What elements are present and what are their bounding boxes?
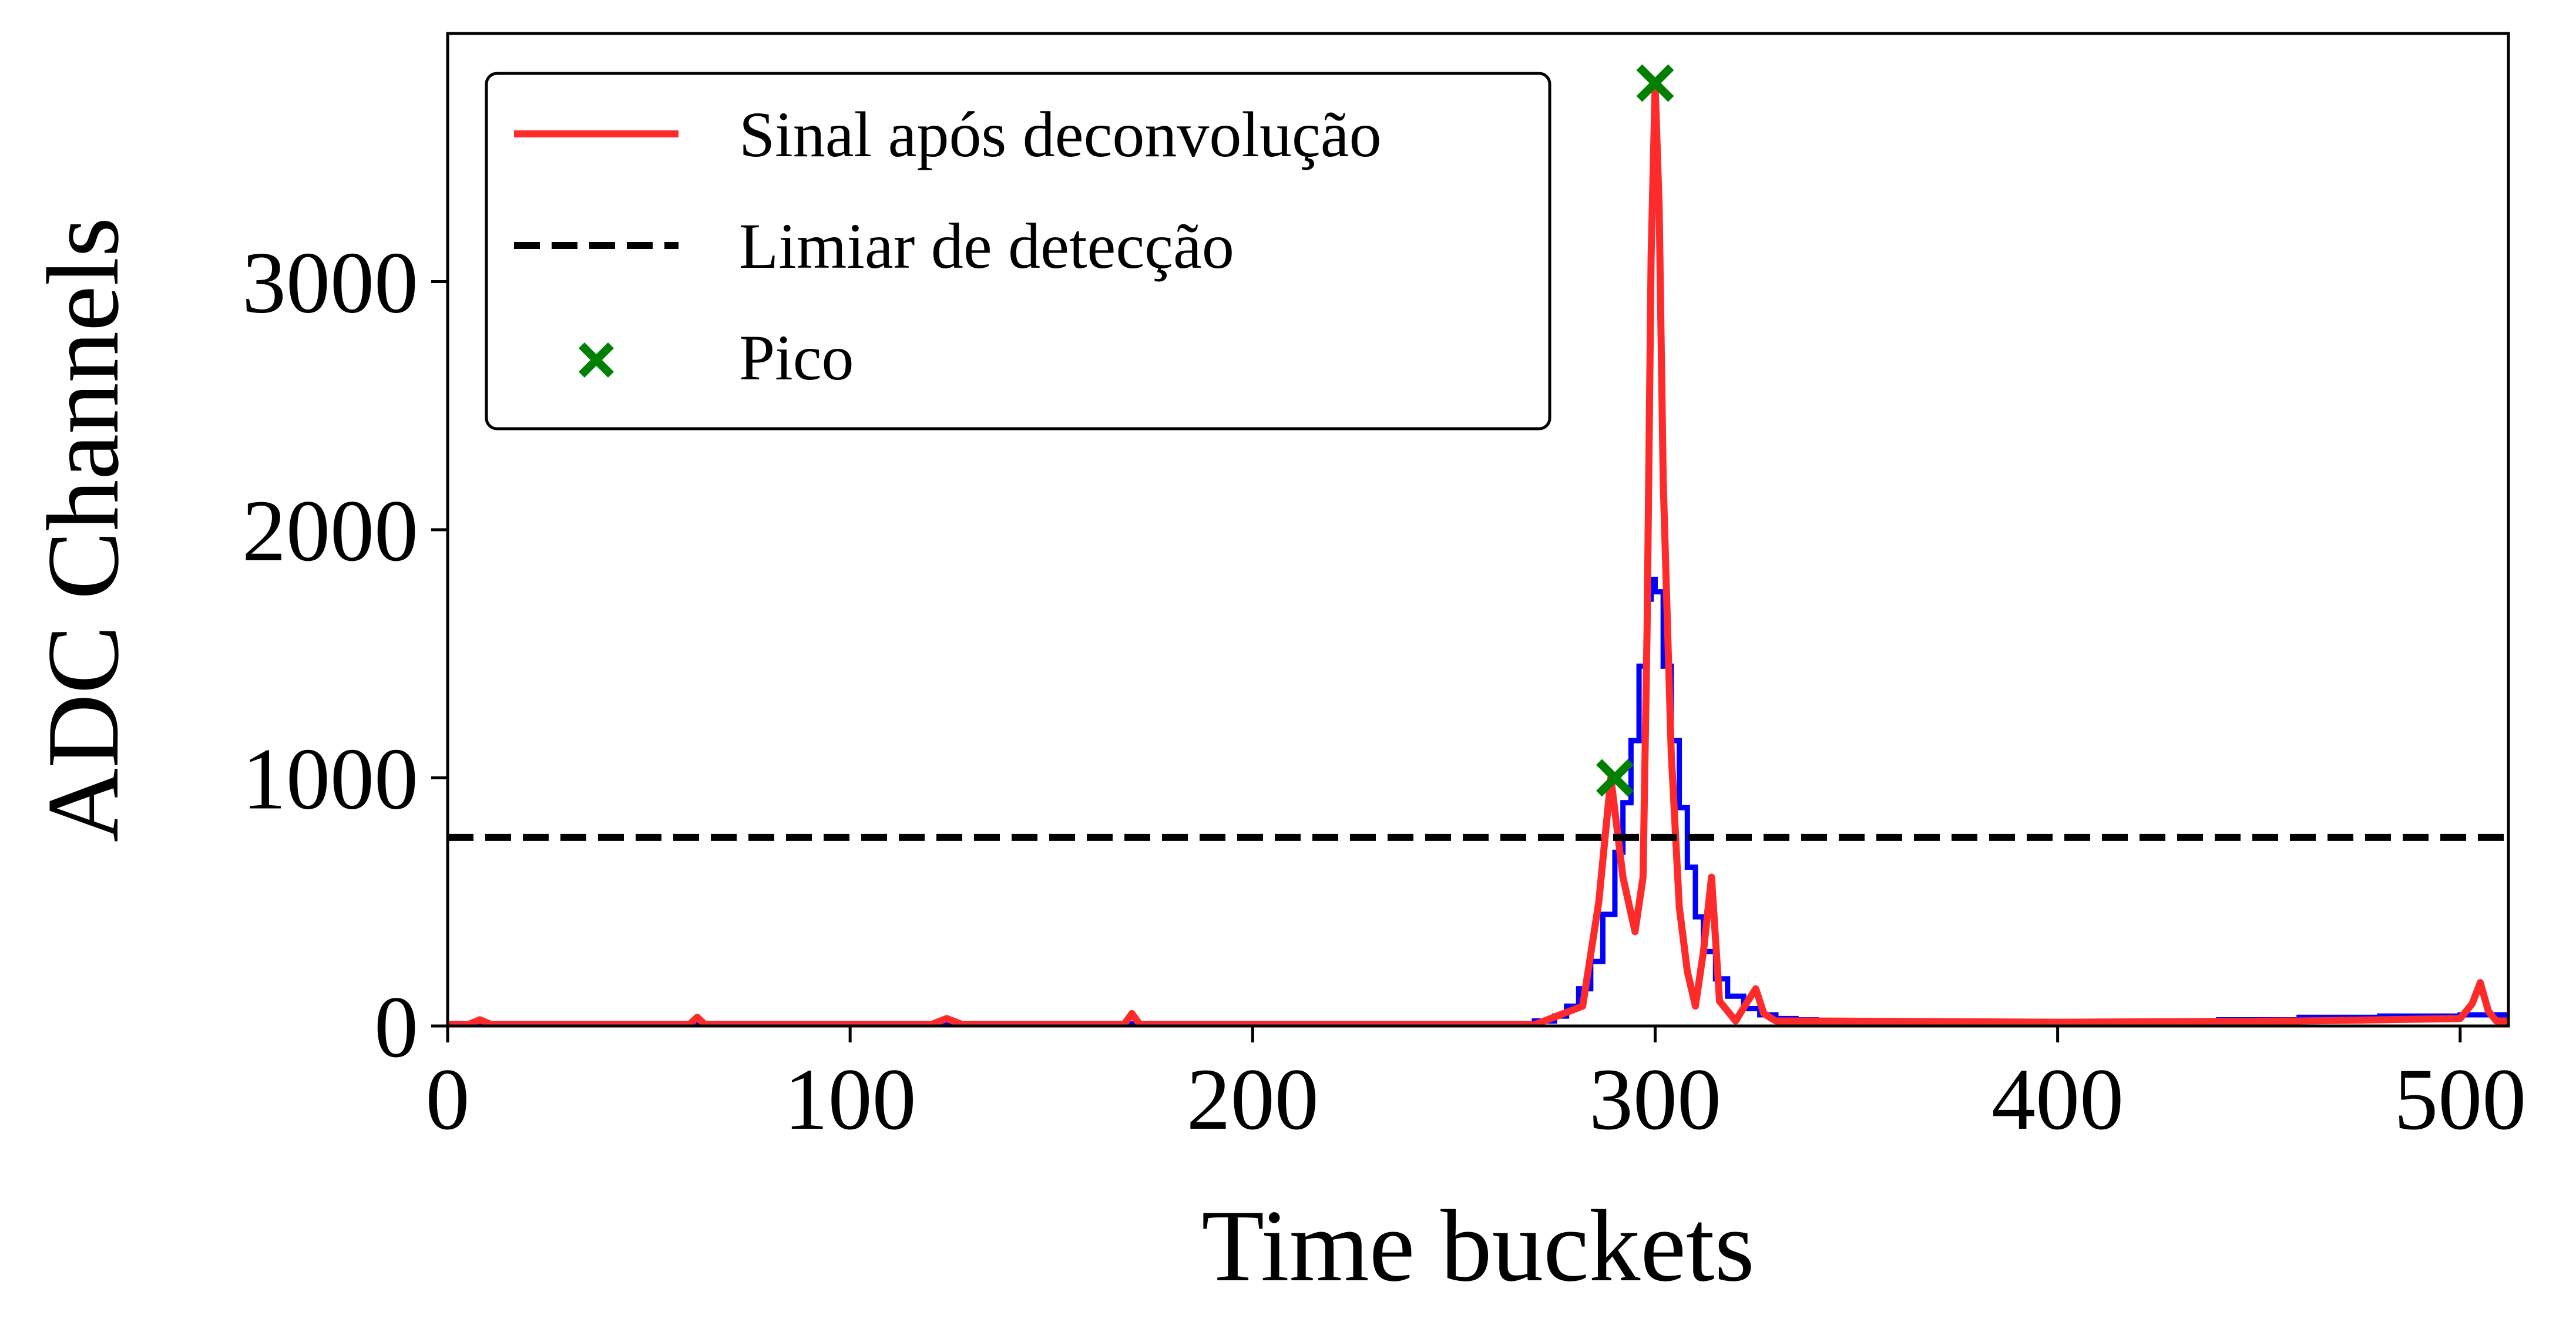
legend-label-peak: Pico — [739, 322, 854, 393]
x-tick-label: 0 — [426, 1051, 470, 1148]
y-tick-label: 0 — [374, 978, 418, 1076]
y-tick-label: 3000 — [242, 234, 418, 332]
legend-box — [485, 72, 1551, 430]
x-tick-label: 300 — [1589, 1051, 1721, 1148]
x-axis-ticks: 0 100 200 300 400 500 — [426, 1026, 2526, 1148]
y-tick-label: 2000 — [242, 482, 418, 580]
x-tick-label: 100 — [784, 1051, 916, 1148]
x-tick-label: 500 — [2394, 1051, 2526, 1148]
legend-label-signal: Sinal após deconvolução — [739, 99, 1382, 170]
legend-swatch-peak — [579, 342, 614, 378]
legend: Sinal após deconvolução Limiar de detecç… — [485, 72, 1551, 430]
x-axis-title: Time buckets — [1201, 1189, 1754, 1303]
y-tick-label: 1000 — [242, 731, 418, 828]
y-axis-ticks: 0 1000 2000 3000 — [242, 234, 448, 1076]
x-tick-label: 200 — [1187, 1051, 1319, 1148]
peak-marker — [1596, 759, 1634, 797]
peak-marker — [1636, 64, 1674, 102]
x-tick-label: 400 — [1991, 1051, 2124, 1148]
legend-label-threshold: Limiar de detecção — [739, 210, 1234, 282]
y-axis-title: ADC Channels — [26, 217, 140, 843]
marker-layer — [1596, 64, 1674, 797]
